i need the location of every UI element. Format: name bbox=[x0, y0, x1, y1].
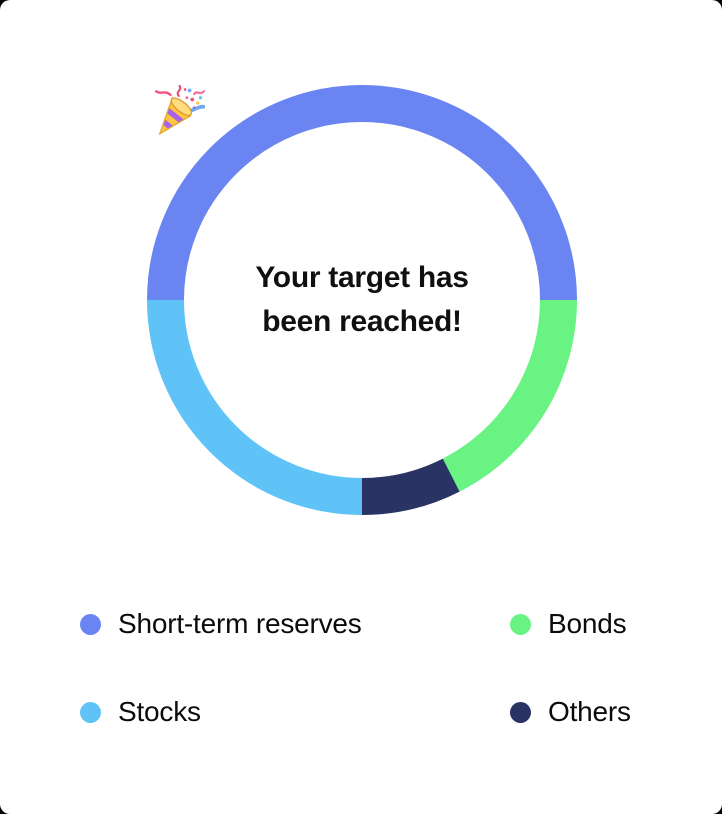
donut-center-content: Your target has been reached! bbox=[147, 85, 577, 515]
center-message: Your target has been reached! bbox=[255, 256, 469, 344]
legend-dot bbox=[80, 701, 101, 723]
legend-label: Bonds bbox=[548, 608, 627, 639]
legend-dot bbox=[510, 613, 531, 635]
donut-chart-svg bbox=[147, 85, 577, 515]
legend-label: Short-term reserves bbox=[118, 608, 362, 639]
chart-legend: Short-term reserves Bonds Stocks Others bbox=[80, 606, 631, 730]
legend-label: Others bbox=[548, 696, 631, 727]
party-popper-icon bbox=[154, 85, 205, 136]
donut-segment-bonds bbox=[147, 85, 577, 515]
donut-chart: Your target has been reached! bbox=[147, 85, 577, 515]
legend-label: Stocks bbox=[118, 696, 201, 727]
legend-item-bonds: Bonds bbox=[510, 606, 631, 642]
legend-dot bbox=[80, 613, 101, 635]
legend-item-stocks: Stocks bbox=[80, 694, 510, 730]
center-message-line2: been reached! bbox=[262, 305, 462, 338]
legend-item-short-term-reserves: Short-term reserves bbox=[80, 606, 510, 642]
legend-item-others: Others bbox=[510, 694, 631, 730]
donut-segment-stocks bbox=[147, 85, 577, 515]
donut-segment-others bbox=[147, 85, 577, 515]
center-message-line1: Your target has bbox=[255, 261, 469, 294]
legend-dot bbox=[510, 701, 531, 723]
